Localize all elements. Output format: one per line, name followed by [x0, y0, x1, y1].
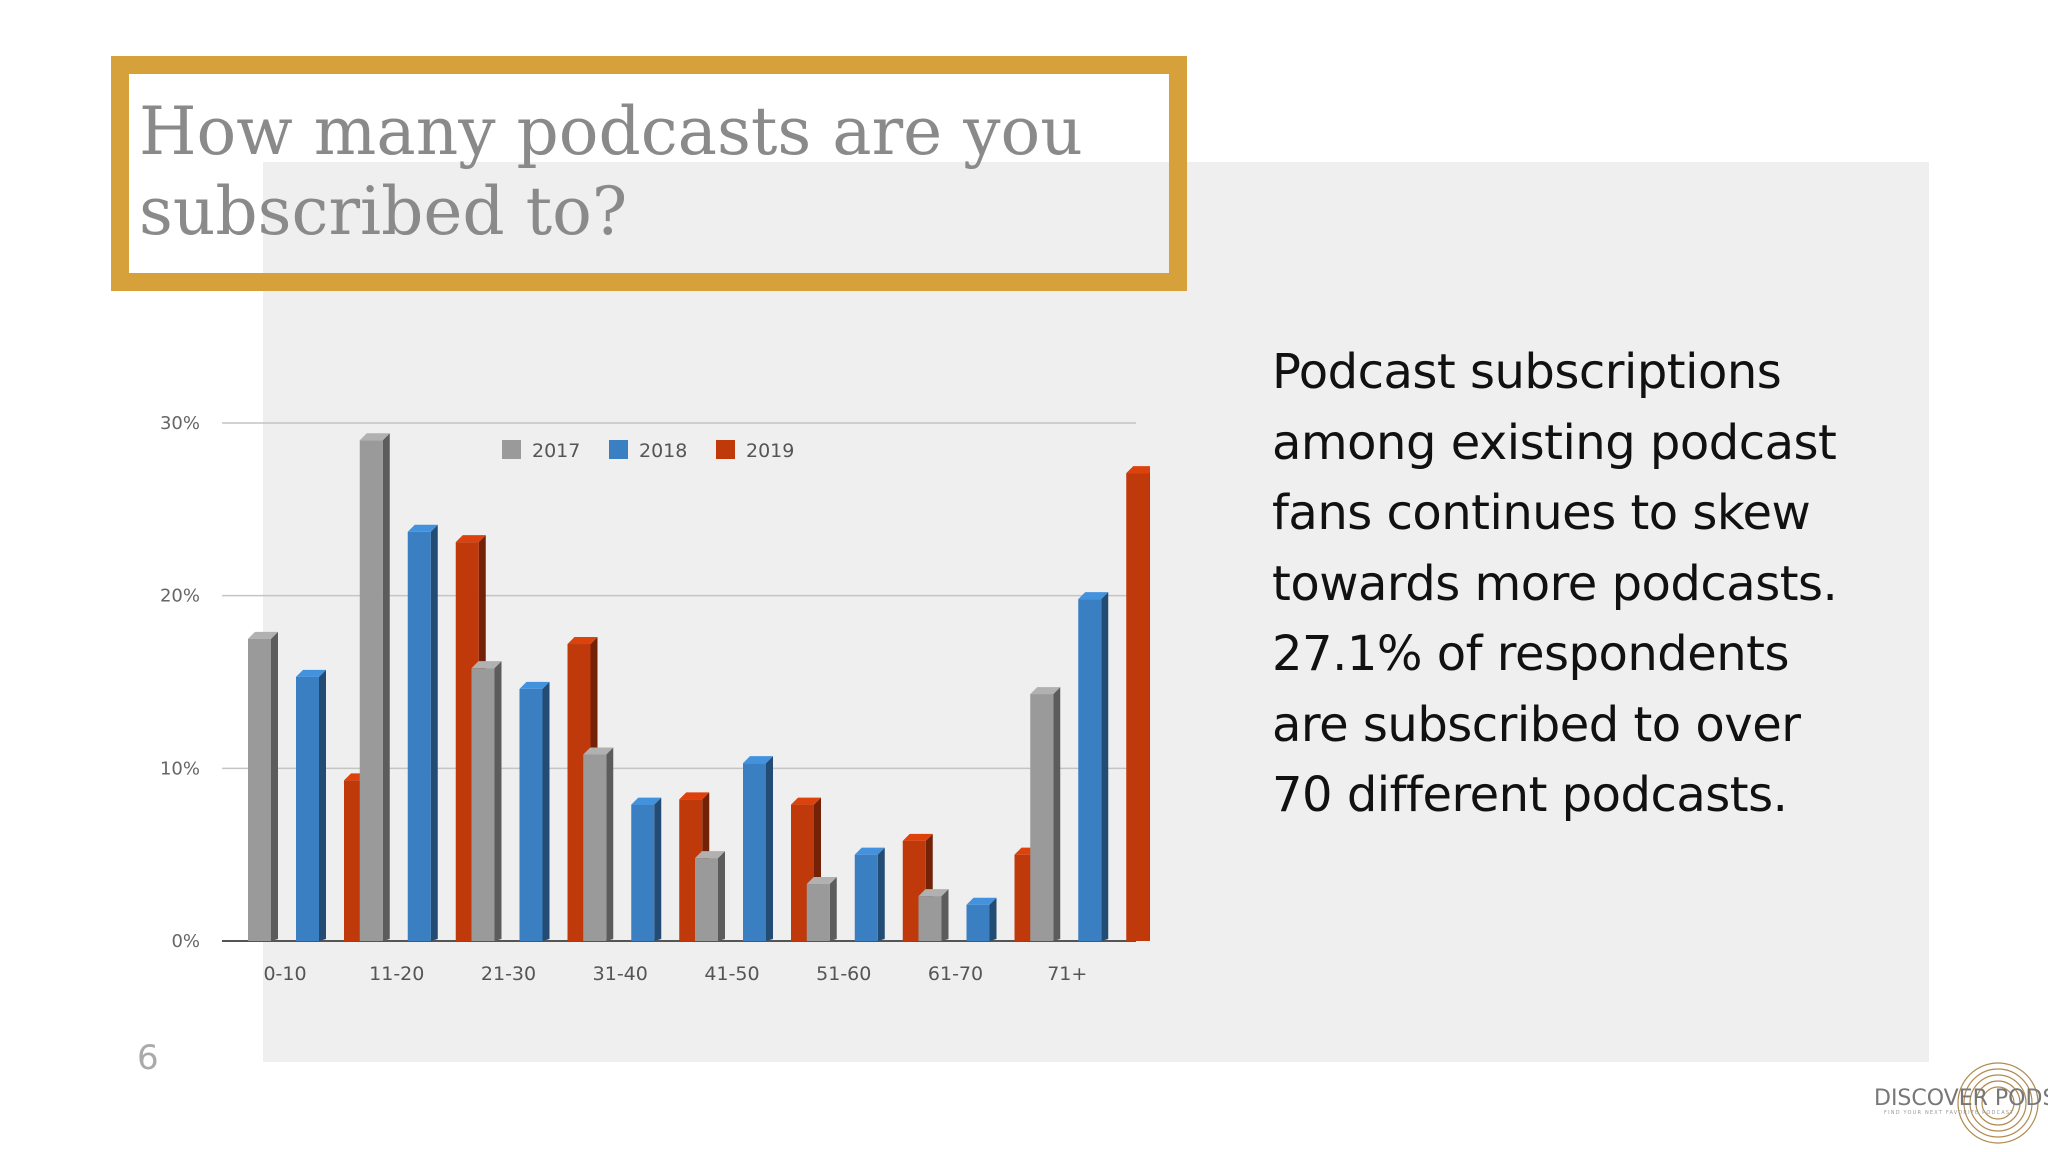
- y-tick-label: 0%: [171, 931, 200, 952]
- bar: [695, 858, 718, 941]
- bar: [966, 904, 990, 941]
- bar: [248, 638, 271, 941]
- x-tick-label: 51-60: [816, 963, 871, 985]
- bar-top: [471, 661, 502, 669]
- bar-side: [654, 797, 662, 941]
- concentric-rings-icon: [1957, 1062, 2039, 1144]
- logo-tagline: FIND YOUR NEXT FAVORITE PODCAST: [1884, 1110, 2015, 1116]
- bar-top: [631, 797, 662, 805]
- y-tick-label: 30%: [160, 413, 200, 434]
- bar-side: [718, 851, 725, 941]
- logo-wordmark: DISCOVER PODS: [1874, 1086, 2048, 1111]
- y-tick-label: 10%: [160, 758, 200, 779]
- bar: [583, 754, 607, 941]
- bar-top: [1030, 687, 1061, 695]
- bar-side: [989, 897, 997, 941]
- chart-svg: 0% 10% 20% 30% 0-10 11-20 21-30 31-40 41-50 51-60…: [160, 413, 1157, 985]
- legend-swatch: [716, 440, 735, 459]
- bar-top: [791, 797, 821, 805]
- bar-top: [854, 847, 885, 855]
- bar: [743, 763, 766, 941]
- bar-side: [766, 756, 773, 941]
- legend-swatch: [502, 440, 521, 459]
- subscriptions-bar-chart: 0% 10% 20% 30% 0-10 11-20 21-30 31-40 41-50 51-60…: [130, 400, 1157, 1000]
- bar-top: [359, 433, 390, 441]
- x-tick-label: 31-40: [593, 963, 648, 985]
- bar-side: [430, 524, 438, 941]
- bar-side: [1053, 687, 1061, 941]
- bar-side: [382, 433, 390, 941]
- bar-top: [519, 681, 550, 689]
- bar-side: [271, 631, 278, 941]
- bar: [519, 688, 543, 941]
- legend-swatch: [609, 440, 628, 459]
- bar-top: [743, 756, 773, 764]
- bar-top: [455, 535, 486, 543]
- bar-side: [941, 889, 949, 941]
- bar-top: [296, 669, 326, 677]
- bar-top: [248, 631, 278, 639]
- bar-top: [695, 851, 725, 859]
- title-frame: [111, 56, 1187, 291]
- bar-side: [606, 747, 614, 941]
- slide-title: How many podcasts are you subscribed to?: [139, 93, 1083, 250]
- bar-top: [1078, 592, 1109, 600]
- bar-side: [877, 847, 885, 941]
- bar-side: [542, 681, 550, 941]
- bar: [296, 676, 319, 941]
- bar-side: [1101, 592, 1109, 941]
- bar: [407, 531, 431, 941]
- legend-label: 2018: [639, 440, 687, 462]
- x-tick-label: 61-70: [928, 963, 983, 985]
- legend-label: 2017: [532, 440, 580, 462]
- bar: [854, 854, 878, 941]
- bar: [806, 884, 830, 941]
- bar: [1030, 694, 1054, 941]
- bar-top: [583, 747, 614, 755]
- x-tick-label: 11-20: [369, 963, 424, 985]
- bar: [471, 668, 495, 941]
- x-tick-label: 21-30: [481, 963, 536, 985]
- bar-top: [902, 833, 933, 841]
- bar-top: [567, 637, 598, 645]
- bar-top: [966, 897, 997, 905]
- bar-top: [407, 524, 438, 532]
- bar: [359, 440, 383, 941]
- bar-top: [806, 877, 837, 885]
- bar: [1126, 473, 1150, 941]
- y-tick-label: 20%: [160, 586, 200, 607]
- summary-text: Podcast subscriptions among existing pod…: [1272, 344, 1838, 823]
- legend-label: 2019: [746, 440, 794, 462]
- x-tick-label: 71+: [1047, 963, 1087, 985]
- bar-side: [494, 661, 502, 941]
- bar: [918, 896, 942, 941]
- bar-side: [319, 669, 326, 941]
- bar: [631, 804, 655, 941]
- bar-top: [918, 889, 949, 897]
- x-tick-label: 41-50: [704, 963, 759, 985]
- bar: [1078, 599, 1102, 941]
- bar-top: [1126, 466, 1157, 474]
- bar-top: [679, 792, 710, 800]
- x-tick-label: 0-10: [263, 963, 306, 985]
- page-number: 6: [137, 1038, 159, 1078]
- bar-side: [1149, 466, 1157, 941]
- bar-side: [829, 877, 837, 941]
